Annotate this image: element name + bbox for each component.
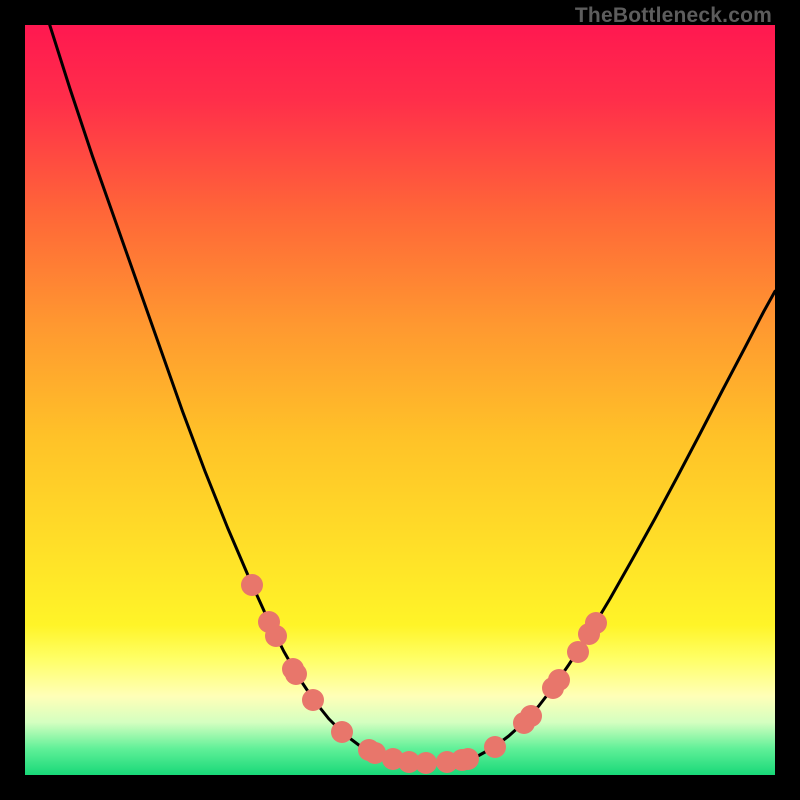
plot-area (25, 25, 775, 775)
marker-dot (331, 721, 353, 743)
marker-dot (415, 752, 437, 774)
bottleneck-curve (25, 25, 775, 775)
marker-dot (457, 748, 479, 770)
marker-dot (265, 625, 287, 647)
marker-dot (302, 689, 324, 711)
marker-dot (585, 612, 607, 634)
marker-dot (241, 574, 263, 596)
watermark-text: TheBottleneck.com (575, 4, 772, 28)
chart-frame: TheBottleneck.com (0, 0, 800, 800)
marker-dot (548, 669, 570, 691)
marker-dot (484, 736, 506, 758)
marker-dot (285, 663, 307, 685)
marker-dot (520, 705, 542, 727)
